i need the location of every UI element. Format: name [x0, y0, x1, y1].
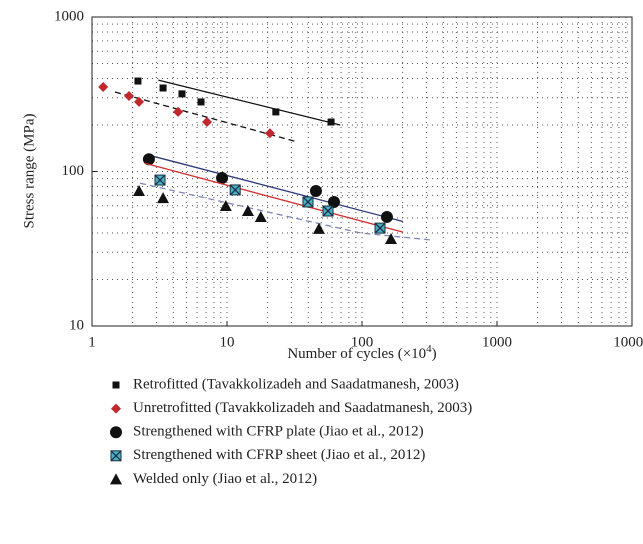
marker-cross	[322, 205, 334, 217]
trend-line	[158, 79, 341, 126]
legend-label: Retrofitted (Tavakkolizadeh and Saadatma…	[133, 376, 459, 392]
marker-square	[112, 381, 120, 389]
marker-triangle	[241, 205, 254, 217]
marker-square	[134, 77, 142, 85]
marker-diamond	[124, 91, 135, 102]
legend-label: Strengthened with CFRP plate (Jiao et al…	[133, 424, 424, 440]
y-tick-label: 10	[69, 317, 84, 333]
marker-triangle	[219, 199, 232, 211]
legend-label: Unretrofitted (Tavakkolizadeh and Saadat…	[133, 400, 472, 416]
marker-circle	[110, 426, 122, 439]
marker-diamond	[111, 403, 121, 414]
marker-square	[197, 98, 205, 106]
marker-cross	[302, 196, 314, 208]
y-tick-label: 100	[62, 163, 85, 179]
marker-cross	[154, 174, 166, 186]
marker-triangle	[157, 192, 170, 204]
marker-triangle	[110, 473, 122, 485]
marker-square	[178, 90, 186, 98]
trend-line	[147, 154, 404, 223]
marker-cross	[110, 450, 122, 462]
marker-triangle	[312, 222, 325, 234]
legend-label: Welded only (Jiao et al., 2012)	[133, 471, 317, 487]
marker-square	[272, 108, 280, 116]
marker-diamond	[98, 82, 109, 93]
marker-circle	[142, 153, 155, 166]
legend-label: Strengthened with CFRP sheet (Jiao et al…	[133, 447, 425, 463]
trend-line	[139, 182, 430, 241]
marker-circle	[309, 184, 322, 197]
x-axis-label: Number of cycles (×104)	[287, 343, 436, 363]
y-axis-label: Stress range (MPa)	[21, 114, 37, 229]
marker-triangle	[385, 232, 398, 244]
marker-triangle	[254, 210, 267, 222]
marker-diamond	[264, 128, 275, 139]
marker-cross	[374, 222, 386, 234]
marker-circle	[216, 171, 229, 184]
marker-triangle	[133, 184, 146, 196]
x-tick-label: 10	[220, 334, 235, 350]
x-tick-label: 100	[351, 334, 374, 350]
y-tick-label: 1000	[54, 8, 84, 24]
x-axis-label-text: Number of cycles (×10	[287, 346, 426, 362]
x-axis-label-sup: 4	[426, 343, 432, 355]
marker-cross	[229, 184, 241, 196]
marker-circle	[327, 195, 340, 208]
marker-diamond	[134, 96, 145, 107]
marker-circle	[380, 210, 393, 223]
x-tick-label: 1000	[482, 334, 512, 350]
marker-square	[327, 118, 335, 126]
x-tick-label: 1	[88, 334, 96, 350]
x-axis-label-suffix: )	[432, 346, 437, 362]
marker-square	[159, 84, 167, 92]
marker-diamond	[173, 106, 184, 117]
trend-line	[114, 91, 299, 143]
marker-diamond	[202, 117, 213, 128]
trend-line	[144, 162, 404, 233]
plot-frame	[91, 16, 633, 327]
x-tick-label: 10000	[613, 334, 643, 350]
